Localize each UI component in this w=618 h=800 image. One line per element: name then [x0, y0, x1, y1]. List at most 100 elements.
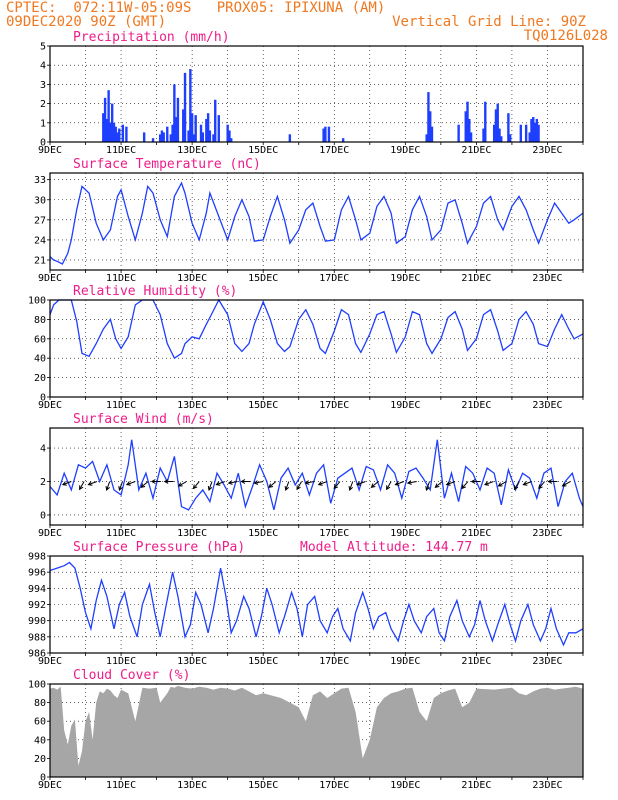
- wind-arrow-head: [118, 485, 123, 491]
- y-tick-label: 33: [34, 175, 46, 186]
- wind-direction-arrow: [523, 481, 533, 486]
- panel-frame: [49, 683, 584, 778]
- x-tick-label: 9DEC: [38, 145, 62, 156]
- x-tick-label: 15DEC: [248, 528, 278, 539]
- x-tick-label: 23DEC: [532, 528, 562, 539]
- wind-direction-arrow: [140, 481, 149, 488]
- y-tick-label: 100: [28, 296, 46, 307]
- precip-bar: [109, 122, 112, 142]
- precip-bar: [533, 122, 537, 142]
- wind-direction-arrow: [538, 481, 546, 489]
- wind-direction-arrow: [371, 481, 379, 488]
- y-tick-label: 24: [34, 235, 46, 246]
- y-tick-label: 992: [28, 600, 46, 611]
- header-vertical-grid-line: Vertical Grid Line: 90Z: [392, 14, 586, 30]
- x-tick-label: 13DEC: [177, 656, 207, 667]
- y-tick-label: 1: [40, 118, 46, 129]
- precip-bar: [173, 84, 176, 142]
- precip-bar: [430, 126, 434, 142]
- wind-arrow-head: [484, 481, 490, 486]
- x-tick-label: 9DEC: [38, 780, 62, 791]
- precip-bar: [112, 122, 116, 142]
- x-tick-label: 17DEC: [319, 780, 349, 791]
- wind-arrow-head: [207, 485, 213, 491]
- precip-bar: [142, 132, 146, 142]
- x-tick-label: 15DEC: [248, 400, 278, 411]
- wind-series-line: [49, 439, 584, 511]
- precip-bar: [494, 109, 498, 142]
- wind-direction-arrow: [333, 481, 341, 489]
- header-model-code: TQ0126L028: [523, 28, 608, 44]
- wind-arrow-head: [215, 481, 221, 486]
- wind-direction-arrow: [407, 481, 417, 484]
- wind-arrow-head: [240, 479, 246, 484]
- precip-bar: [482, 128, 485, 142]
- x-tick-label: 23DEC: [532, 273, 562, 284]
- x-tick-label: 19DEC: [390, 780, 420, 791]
- precip-bar: [427, 92, 430, 142]
- wind-arrow-head: [547, 479, 553, 484]
- precip-bar: [228, 130, 231, 142]
- precip-bar: [484, 101, 487, 142]
- precip-bar: [205, 118, 208, 142]
- x-tick-label: 9DEC: [38, 273, 62, 284]
- x-tick-label: 17DEC: [319, 145, 349, 156]
- wind-direction-arrow: [356, 481, 366, 486]
- precip-bar: [118, 128, 121, 142]
- precip-bar: [519, 124, 523, 142]
- y-tick-label: 990: [28, 616, 46, 627]
- precip-bar: [201, 132, 204, 142]
- wind-arrow-head: [227, 480, 233, 485]
- y-tick-label: 0: [40, 393, 46, 404]
- wind-arrow-head: [394, 481, 400, 486]
- x-tick-label: 21DEC: [461, 528, 491, 539]
- x-tick-label: 9DEC: [38, 656, 62, 667]
- x-tick-label: 19DEC: [390, 400, 420, 411]
- y-tick-label: 2: [40, 477, 46, 488]
- wind-arrow-head: [304, 480, 310, 485]
- precip-bar: [492, 124, 496, 142]
- x-tick-label: 23DEC: [532, 400, 562, 411]
- x-tick-label: 19DEC: [390, 273, 420, 284]
- wind-arrow-head: [87, 481, 93, 486]
- x-tick-label: 11DEC: [106, 145, 136, 156]
- precip-bar: [429, 111, 432, 142]
- x-tick-label: 13DEC: [177, 528, 207, 539]
- precip-bar: [189, 69, 192, 142]
- precip-bar: [183, 72, 187, 142]
- x-tick-label: 17DEC: [319, 656, 349, 667]
- precip-bar: [288, 134, 292, 142]
- wind-direction-arrow: [193, 481, 200, 489]
- panel-frame: [49, 172, 584, 271]
- y-tick-label: 986: [28, 649, 46, 660]
- x-tick-label: 21DEC: [461, 273, 491, 284]
- wind-direction-arrow: [254, 481, 264, 484]
- precip-bar: [524, 124, 528, 142]
- x-tick-label: 11DEC: [106, 400, 136, 411]
- precip-bar: [206, 113, 210, 142]
- pres-series-line: [49, 561, 584, 647]
- x-tick-label: 11DEC: [106, 656, 136, 667]
- precip-bar: [103, 97, 107, 142]
- precip-bar: [171, 124, 174, 142]
- wind-direction-arrow: [484, 481, 494, 486]
- x-tick-label: 13DEC: [177, 400, 207, 411]
- precip-bar: [208, 130, 212, 142]
- wind-arrow-head: [470, 479, 476, 484]
- wind-arrow-head: [125, 481, 131, 486]
- x-tick-label: 17DEC: [319, 273, 349, 284]
- y-tick-label: 80: [34, 315, 46, 326]
- precip-bar: [212, 134, 215, 142]
- precip-bar: [327, 126, 331, 142]
- y-tick-label: 40: [34, 735, 46, 746]
- panel-title: Surface Pressure (hPa): [73, 540, 245, 555]
- y-tick-label: 60: [34, 334, 46, 345]
- precip-bar: [107, 90, 110, 142]
- precip-bar: [174, 117, 178, 142]
- precip-bar: [162, 132, 165, 142]
- precip-bar: [537, 124, 540, 142]
- temp-series-line: [49, 181, 584, 265]
- wind-direction-arrow: [88, 481, 98, 486]
- precip-bar: [466, 101, 469, 142]
- wind-arrow-head: [253, 480, 259, 485]
